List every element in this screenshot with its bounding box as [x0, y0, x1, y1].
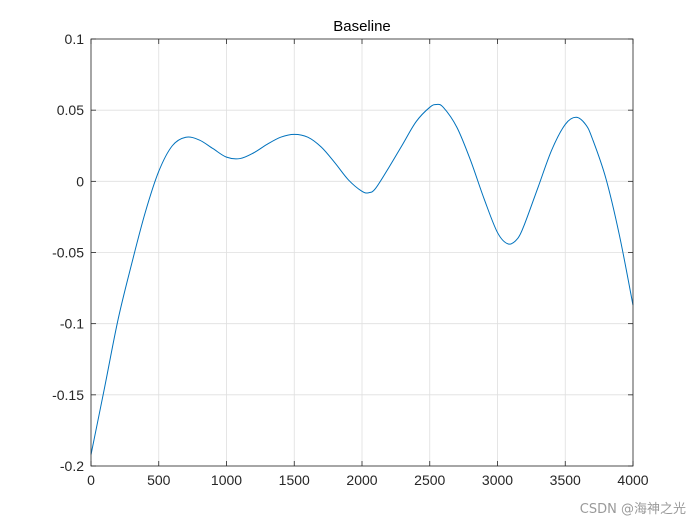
y-tick-label: 0.1	[65, 31, 85, 47]
x-tick-label: 2500	[414, 472, 445, 488]
x-tick-label: 3000	[482, 472, 513, 488]
x-tick-label: 0	[87, 472, 95, 488]
y-tick-label: -0.15	[52, 387, 84, 403]
x-tick-label: 1500	[279, 472, 310, 488]
x-tick-label: 1000	[211, 472, 242, 488]
y-tick-label: 0.05	[57, 102, 84, 118]
y-tick-label: -0.1	[60, 316, 84, 332]
x-tick-label: 2000	[346, 472, 377, 488]
watermark-text: CSDN @海神之光	[579, 502, 686, 517]
data-lines	[90, 103, 634, 455]
chart-title: Baseline	[333, 18, 391, 35]
y-tick-labels: -0.2 -0.15 -0.1 -0.05 0 0.05 0.1	[52, 31, 84, 474]
x-tick-label: 500	[147, 472, 171, 488]
y-tick-label: -0.2	[60, 458, 84, 474]
x-tick-labels: 0 500 1000 1500 2000 2500 3000 3500 4000	[87, 472, 649, 488]
y-tick-label: -0.05	[52, 245, 84, 261]
baseline-series-line	[90, 103, 634, 455]
y-tick-label: 0	[76, 173, 84, 189]
tick-marks	[90, 38, 634, 467]
x-tick-label: 3500	[550, 472, 581, 488]
x-tick-label: 4000	[617, 472, 648, 488]
